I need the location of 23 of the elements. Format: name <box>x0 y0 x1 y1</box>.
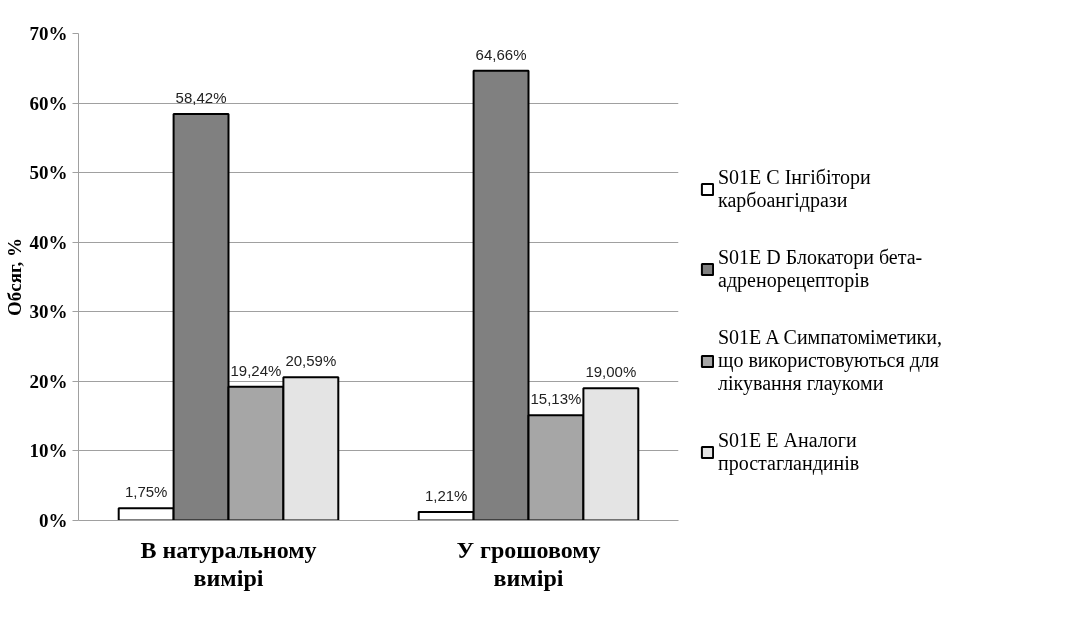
data-label: 15,13% <box>530 390 582 408</box>
x-tick-label: В натуральному вимірі <box>140 536 317 592</box>
data-label: 1,75% <box>124 483 168 501</box>
data-label: 1,21% <box>424 487 468 505</box>
y-tick-label: 0% <box>39 510 68 531</box>
data-label: 64,66% <box>475 45 527 63</box>
y-tick-label: 40% <box>29 231 68 253</box>
legend-label: S01E E Аналоги простагландинів <box>718 429 860 475</box>
data-label: 58,42% <box>175 89 227 107</box>
y-tick-label: 70% <box>29 23 68 44</box>
data-label: 20,59% <box>285 352 337 370</box>
y-tick-label: 50% <box>29 162 68 184</box>
x-tick-label: У грошовому вимірі <box>456 536 601 592</box>
legend-label: S01E D Блокатори бета-адренорецепторів <box>718 246 923 292</box>
y-tick-label: 20% <box>29 370 68 392</box>
y-axis-title: Обсяг, % <box>3 238 25 316</box>
data-label: 19,00% <box>585 363 637 381</box>
legend-label: S01E A Симпатоміметики, що використовуються для лікування глаукоми <box>718 326 943 395</box>
legend-label: S01E C Інгібітори карбоангідрази <box>718 166 871 212</box>
data-label: 19,24% <box>230 361 282 379</box>
y-tick-label: 10% <box>29 440 68 462</box>
y-tick-label: 30% <box>29 301 68 323</box>
y-tick-label: 60% <box>29 92 68 114</box>
